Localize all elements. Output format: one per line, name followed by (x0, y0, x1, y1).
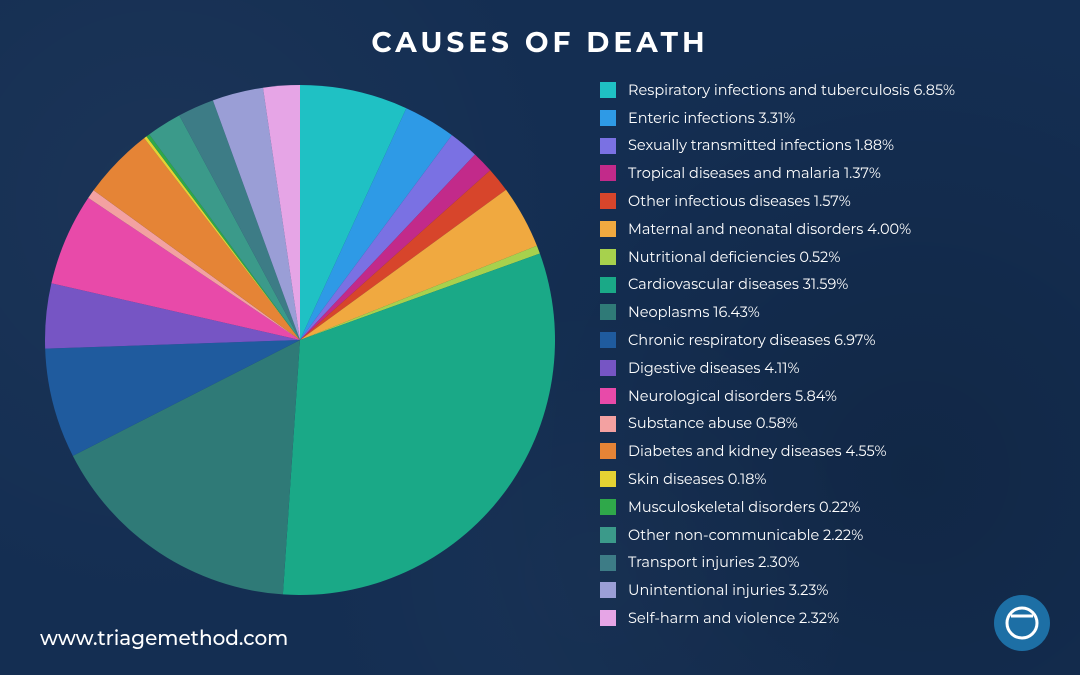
legend-label: Nutritional deficiencies 0.52% (628, 250, 840, 265)
legend-item: Diabetes and kidney diseases 4.55% (600, 443, 1040, 459)
legend-item: Substance abuse 0.58% (600, 416, 1040, 432)
legend-item: Tropical diseases and malaria 1.37% (600, 165, 1040, 181)
legend-swatch (600, 249, 616, 265)
legend-label: Sexually transmitted infections 1.88% (628, 138, 894, 153)
legend-swatch (600, 582, 616, 598)
legend-label: Neoplasms 16.43% (628, 305, 760, 320)
legend-item: Nutritional deficiencies 0.52% (600, 249, 1040, 265)
legend-swatch (600, 304, 616, 320)
legend-swatch (600, 610, 616, 626)
legend-label: Other non-communicable 2.22% (628, 528, 863, 543)
legend-item: Respiratory infections and tuberculosis … (600, 82, 1040, 98)
legend: Respiratory infections and tuberculosis … (600, 82, 1040, 638)
footer-url: www.triagemethod.com (40, 627, 288, 651)
legend-label: Transport injuries 2.30% (628, 555, 799, 570)
legend-swatch (600, 82, 616, 98)
pie-chart (40, 80, 560, 600)
legend-item: Neurological disorders 5.84% (600, 388, 1040, 404)
legend-label: Respiratory infections and tuberculosis … (628, 83, 955, 98)
legend-swatch (600, 165, 616, 181)
legend-label: Digestive diseases 4.11% (628, 361, 800, 376)
legend-label: Musculoskeletal disorders 0.22% (628, 500, 860, 515)
legend-item: Cardiovascular diseases 31.59% (600, 277, 1040, 293)
legend-swatch (600, 221, 616, 237)
legend-item: Sexually transmitted infections 1.88% (600, 138, 1040, 154)
legend-label: Enteric infections 3.31% (628, 111, 795, 126)
legend-item: Digestive diseases 4.11% (600, 360, 1040, 376)
legend-label: Neurological disorders 5.84% (628, 389, 837, 404)
legend-label: Self-harm and violence 2.32% (628, 611, 839, 626)
legend-label: Cardiovascular diseases 31.59% (628, 277, 848, 292)
legend-item: Transport injuries 2.30% (600, 555, 1040, 571)
legend-item: Musculoskeletal disorders 0.22% (600, 499, 1040, 515)
legend-swatch (600, 443, 616, 459)
legend-label: Other infectious diseases 1.57% (628, 194, 851, 209)
legend-item: Chronic respiratory diseases 6.97% (600, 332, 1040, 348)
legend-label: Chronic respiratory diseases 6.97% (628, 333, 875, 348)
legend-label: Tropical diseases and malaria 1.37% (628, 166, 881, 181)
legend-label: Unintentional injuries 3.23% (628, 583, 828, 598)
legend-swatch (600, 193, 616, 209)
legend-item: Maternal and neonatal disorders 4.00% (600, 221, 1040, 237)
legend-swatch (600, 388, 616, 404)
legend-swatch (600, 527, 616, 543)
legend-item: Other non-communicable 2.22% (600, 527, 1040, 543)
legend-swatch (600, 332, 616, 348)
legend-swatch (600, 110, 616, 126)
legend-swatch (600, 360, 616, 376)
legend-label: Substance abuse 0.58% (628, 416, 798, 431)
legend-label: Diabetes and kidney diseases 4.55% (628, 444, 887, 459)
legend-item: Unintentional injuries 3.23% (600, 582, 1040, 598)
legend-item: Neoplasms 16.43% (600, 304, 1040, 320)
chart-title: CAUSES OF DEATH (0, 26, 1080, 60)
legend-swatch (600, 277, 616, 293)
legend-label: Skin diseases 0.18% (628, 472, 766, 487)
legend-swatch (600, 471, 616, 487)
legend-swatch (600, 499, 616, 515)
legend-swatch (600, 416, 616, 432)
legend-swatch (600, 555, 616, 571)
legend-swatch (600, 138, 616, 154)
brand-logo (994, 595, 1050, 651)
legend-item: Skin diseases 0.18% (600, 471, 1040, 487)
legend-item: Other infectious diseases 1.57% (600, 193, 1040, 209)
legend-label: Maternal and neonatal disorders 4.00% (628, 222, 911, 237)
legend-item: Enteric infections 3.31% (600, 110, 1040, 126)
legend-item: Self-harm and violence 2.32% (600, 610, 1040, 626)
